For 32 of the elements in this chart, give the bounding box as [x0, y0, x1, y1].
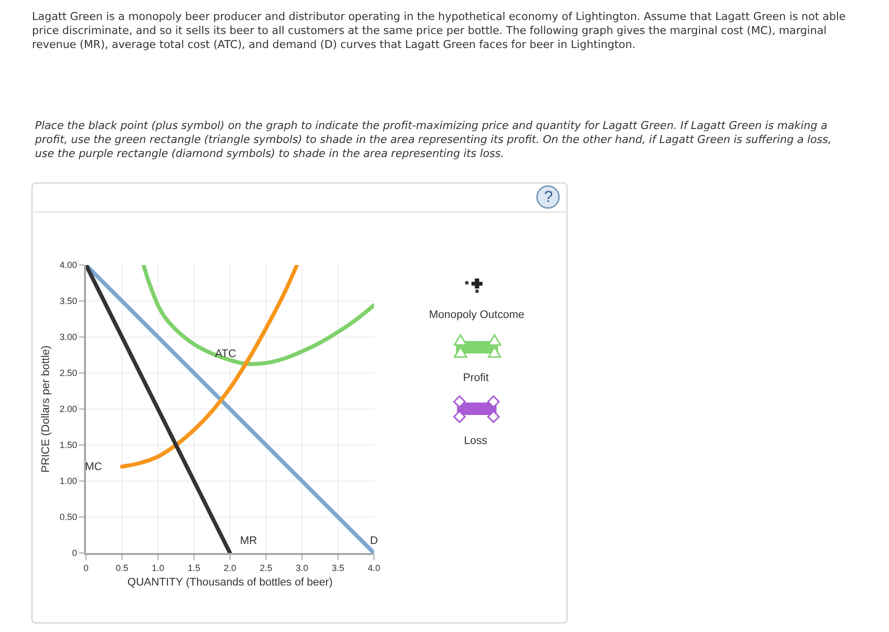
text: ? — [544, 189, 553, 206]
text: Monopoly Outcome — [429, 309, 524, 321]
y-tick-label: 2.00 — [60, 404, 78, 414]
text: Place the black point (plus symbol) on the graph to indicate the profit-maximizing price and quantity for Lagatt Green. If Lagatt Green is making a profit, use the green rectangle (triangle symbols) to shade in the area representing its profit. On the other hand, if Lagatt Green is suffering a loss, use the purple rectangle (diamond symbols) to shade in the area representing its loss. — [34, 119, 832, 160]
x-tick-label: 0 — [83, 562, 89, 573]
x-tick-label: 2.5 — [260, 562, 272, 573]
x-tick-label: 1.5 — [188, 562, 200, 573]
series-label: MR — [240, 535, 258, 547]
x-tick-label: 1.0 — [152, 562, 164, 573]
text: Lagatt Green is a monopoly beer producer and distributor operating in the hypothetical economy of Lightington. Assume that Lagatt Green is not able price discriminate, and so it sells its beer to all customers at the same price per bottle. The following graph gives the marginal cost (MC), marginal revenue (MR), average total cost (ATC), and demand (D) curves that Lagatt Green faces for beer in Lightington. — [32, 10, 846, 52]
series-label: D — [370, 535, 378, 547]
y-tick-label: 4.00 — [60, 260, 78, 270]
y-tick-label: 1.00 — [60, 476, 78, 486]
line-series — [120, 265, 299, 469]
line-series — [142, 265, 374, 366]
y-tick-label: 3.50 — [60, 296, 78, 306]
y-tick-label: 2.50 — [60, 368, 78, 378]
x-tick-label: 3.5 — [332, 562, 344, 573]
series-label: MC — [85, 461, 102, 473]
x-tick-label: 0.5 — [116, 562, 128, 573]
x-tick-label: 2.0 — [224, 562, 236, 573]
x-axis-title: QUANTITY (Thousands of bottles of beer) — [127, 576, 333, 588]
text: Profit — [463, 372, 489, 384]
y-tick-label: 0.50 — [60, 512, 78, 522]
x-tick-label: 4.0 — [368, 562, 380, 573]
x-tick-label: 3.0 — [296, 562, 308, 573]
series-label: ATC — [215, 348, 236, 360]
y-axis-title: PRICE (Dollars per bottle) — [40, 345, 52, 473]
y-tick-label: 3.00 — [60, 332, 78, 342]
text: Loss — [464, 435, 488, 447]
y-tick-label: 1.50 — [60, 440, 78, 450]
y-tick-label: 0 — [72, 548, 78, 558]
